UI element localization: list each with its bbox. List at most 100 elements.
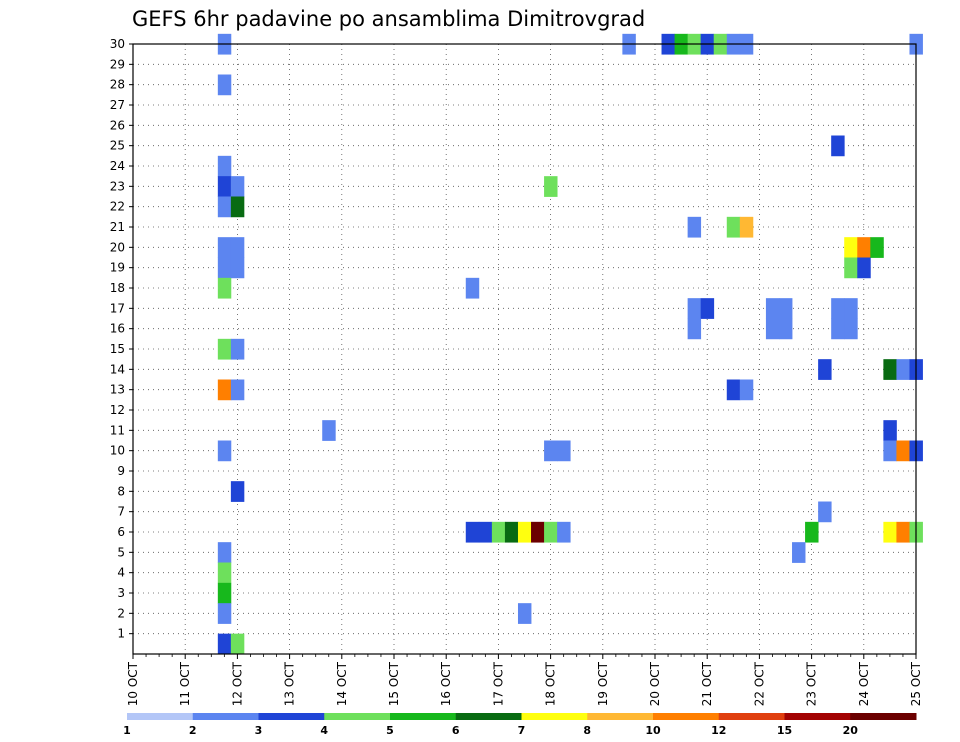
colorbar-label: 6 [452, 724, 460, 737]
precip-cell [883, 359, 897, 380]
precip-cell [478, 521, 493, 543]
y-tick-label: 15 [110, 342, 125, 356]
x-tick-label: 18 OCT [544, 661, 558, 706]
precip-cell [230, 481, 245, 502]
colorbar-label: 10 [645, 724, 661, 737]
y-tick-label: 21 [110, 220, 125, 234]
precip-cell [818, 359, 832, 380]
y-tick-label: 10 [110, 444, 125, 458]
precip-cell [217, 257, 232, 279]
x-tick-label: 23 OCT [805, 661, 819, 706]
precip-cell [883, 521, 897, 543]
y-tick-label: 1 [117, 627, 125, 641]
y-tick-label: 4 [117, 566, 125, 580]
precip-cell [805, 521, 819, 543]
precip-cell [230, 633, 245, 655]
precip-cell [726, 379, 741, 401]
precip-cell [844, 237, 858, 258]
x-tick-label: 19 OCT [596, 661, 610, 706]
colorbar-label: 1 [123, 724, 131, 737]
colorbar: 1 2 3 4 5 6 7 8 10 12 15 20 [123, 713, 917, 737]
precip-cell [217, 176, 232, 197]
y-tick-label: 11 [110, 423, 125, 437]
y-tick-label: 22 [110, 200, 125, 214]
colorbar-swatch [850, 713, 917, 720]
x-tick-label: 17 OCT [491, 661, 505, 706]
precip-cell [322, 420, 336, 441]
precip-cell [517, 603, 532, 624]
precip-cell [544, 176, 558, 197]
precip-cell [818, 501, 832, 523]
y-tick-label: 9 [117, 464, 125, 478]
precip-cell [739, 379, 754, 401]
precip-cell [230, 237, 245, 258]
precip-cell [230, 338, 245, 360]
precip-cell [870, 237, 884, 258]
y-tick-label: 13 [110, 383, 125, 397]
colorbar-swatch [127, 713, 194, 720]
precip-cell [896, 521, 910, 543]
precip-cell [687, 298, 702, 319]
precip-cell [557, 521, 571, 543]
x-tick-label: 20 OCT [648, 661, 662, 706]
colorbar-swatch [521, 713, 588, 720]
x-tick-label: 12 OCT [230, 661, 244, 706]
colorbar-label: 12 [711, 724, 726, 737]
colorbar-label: 15 [777, 724, 792, 737]
precip-cell [230, 257, 245, 279]
precip-cell [896, 440, 910, 462]
precip-cell [778, 298, 793, 319]
y-tick-label: 20 [110, 240, 125, 254]
colorbar-swatch [455, 713, 522, 720]
precip-cell [465, 521, 480, 543]
y-axis: 1234567891011121314151617181920212223242… [110, 37, 133, 641]
x-tick-label: 11 OCT [178, 661, 192, 706]
precip-cell [217, 379, 232, 401]
precip-cell [217, 582, 232, 604]
precip-cell [504, 521, 519, 543]
precip-cell [217, 277, 232, 299]
y-tick-label: 8 [117, 484, 125, 498]
precip-cell [517, 521, 532, 543]
colorbar-swatch [587, 713, 654, 720]
precip-cell [491, 521, 506, 543]
x-tick-label: 22 OCT [752, 661, 766, 706]
y-tick-label: 14 [110, 362, 125, 376]
precip-cell [544, 440, 558, 462]
precip-cell [726, 216, 741, 238]
precip-cell [687, 318, 702, 340]
precip-cell [217, 562, 232, 584]
y-tick-label: 29 [110, 57, 125, 71]
y-tick-label: 6 [117, 525, 125, 539]
y-tick-label: 7 [117, 505, 125, 519]
precip-cell [544, 521, 558, 543]
y-tick-label: 2 [117, 606, 125, 620]
y-tick-label: 18 [110, 281, 125, 295]
x-tick-label: 10 OCT [126, 661, 140, 706]
colorbar-label: 8 [583, 724, 591, 737]
colorbar-label: 7 [518, 724, 526, 737]
colorbar-label: 3 [255, 724, 263, 737]
precip-cell [217, 603, 232, 624]
precip-cell [844, 257, 858, 279]
y-tick-label: 5 [117, 545, 125, 559]
y-tick-label: 3 [117, 586, 125, 600]
precip-cell [765, 318, 780, 340]
y-tick-label: 12 [110, 403, 125, 417]
colorbar-swatch [718, 713, 785, 720]
colorbar-label: 4 [320, 724, 328, 737]
precip-cell [778, 318, 793, 340]
precip-cell [217, 338, 232, 360]
precip-cell [230, 176, 245, 197]
y-tick-label: 30 [110, 37, 125, 51]
precip-cell [217, 74, 232, 96]
precip-cell [230, 379, 245, 401]
precip-cell [217, 542, 232, 563]
precip-cell [765, 298, 780, 319]
x-tick-label: 16 OCT [439, 661, 453, 706]
precip-cell [700, 298, 715, 319]
precip-cell [844, 298, 858, 319]
precip-cell [831, 298, 845, 319]
x-tick-label: 15 OCT [387, 661, 401, 706]
